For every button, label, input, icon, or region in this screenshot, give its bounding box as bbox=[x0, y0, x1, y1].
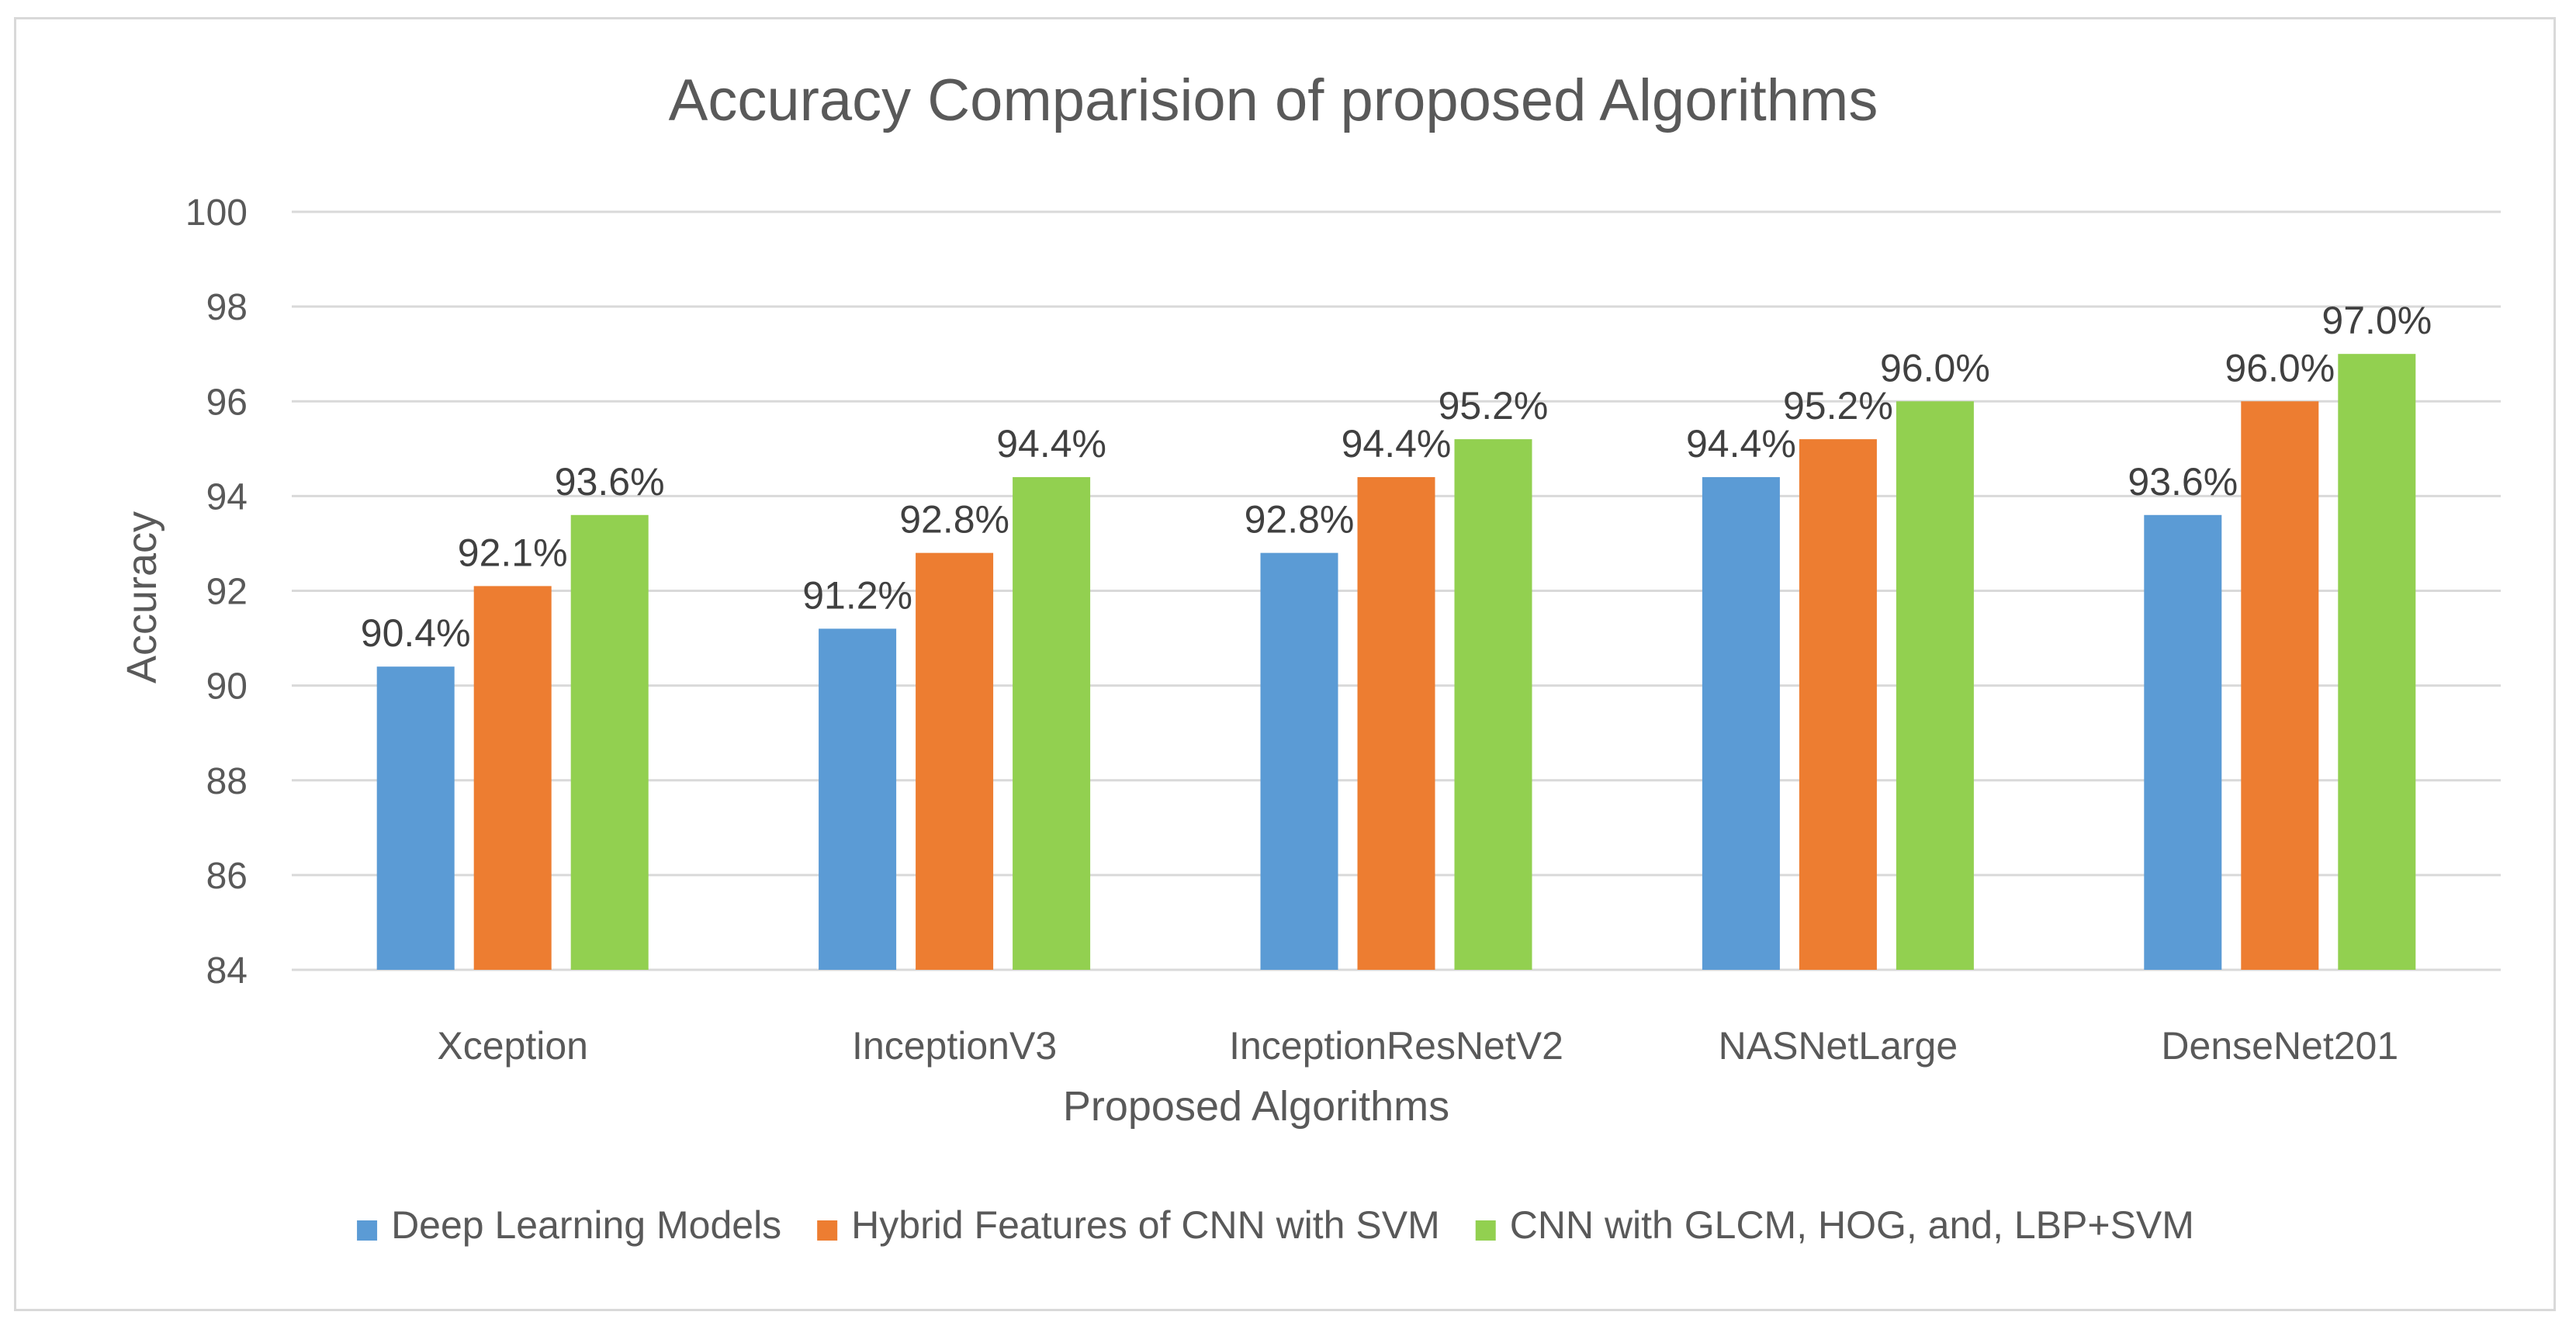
data-label: 91.2% bbox=[802, 573, 912, 617]
x-axis-categories: Xception InceptionV3 InceptionResNetV2 NASN… bbox=[437, 1024, 2398, 1068]
data-label: 96.0% bbox=[1880, 346, 1990, 389]
legend-label: Deep Learning Models bbox=[391, 1203, 781, 1247]
bar bbox=[1454, 439, 1532, 970]
bar bbox=[819, 628, 897, 970]
chart-title: Accuracy Comparision of proposed Algorit… bbox=[669, 67, 1878, 133]
y-tick-label: 94 bbox=[206, 476, 248, 517]
legend-item: Deep Learning Models bbox=[357, 1203, 781, 1247]
data-label: 94.4% bbox=[1342, 422, 1452, 466]
data-label: 97.0% bbox=[2322, 299, 2432, 342]
bar bbox=[376, 666, 455, 970]
bar bbox=[916, 552, 994, 970]
data-label: 95.2% bbox=[1439, 384, 1549, 427]
bar-chart: Accuracy Comparision of proposed Algorit… bbox=[119, 67, 2501, 1247]
x-category-label: InceptionResNetV2 bbox=[1229, 1024, 1563, 1068]
legend-item: Hybrid Features of CNN with SVM bbox=[817, 1203, 1440, 1247]
bar bbox=[1896, 401, 1974, 970]
bar bbox=[2144, 514, 2222, 970]
y-tick-label: 100 bbox=[185, 192, 248, 234]
data-label: 96.0% bbox=[2225, 346, 2335, 389]
data-label: 94.4% bbox=[996, 422, 1106, 466]
x-category-label: DenseNet201 bbox=[2161, 1024, 2398, 1068]
data-label: 92.8% bbox=[899, 498, 1009, 542]
y-axis-title: Accuracy bbox=[119, 511, 165, 684]
bar bbox=[1799, 439, 1877, 970]
data-label: 92.1% bbox=[458, 531, 568, 574]
legend-label: Hybrid Features of CNN with SVM bbox=[851, 1203, 1440, 1247]
x-category-label: Xception bbox=[437, 1024, 588, 1068]
y-tick-label: 92 bbox=[206, 572, 248, 613]
y-tick-label: 90 bbox=[206, 666, 248, 708]
x-category-label: InceptionV3 bbox=[852, 1024, 1057, 1068]
bar bbox=[1013, 476, 1091, 970]
bar bbox=[1702, 476, 1780, 970]
chart-frame: Accuracy Comparision of proposed Algorit… bbox=[14, 17, 2556, 1311]
legend-label: CNN with GLCM, HOG, and, LBP+SVM bbox=[1510, 1203, 2194, 1247]
y-tick-label: 96 bbox=[206, 382, 248, 423]
bar bbox=[570, 514, 649, 970]
data-label: 95.2% bbox=[1783, 384, 1893, 427]
y-tick-label: 84 bbox=[206, 950, 248, 992]
y-tick-label: 98 bbox=[206, 287, 248, 328]
legend-swatch bbox=[1475, 1220, 1496, 1241]
x-category-label: NASNetLarge bbox=[1719, 1024, 1958, 1068]
bar bbox=[1260, 552, 1338, 970]
y-tick-label: 86 bbox=[206, 856, 248, 897]
bars bbox=[376, 354, 2416, 970]
y-tick-label: 88 bbox=[206, 761, 248, 802]
bar bbox=[2338, 354, 2416, 970]
y-axis-ticks: 84 86 88 90 92 94 96 98 100 bbox=[185, 192, 248, 992]
bar bbox=[473, 586, 552, 970]
bar bbox=[2241, 401, 2319, 970]
x-axis-title: Proposed Algorithms bbox=[1063, 1083, 1449, 1130]
bar bbox=[1357, 476, 1435, 970]
data-label: 93.6% bbox=[555, 460, 665, 504]
legend-swatch bbox=[357, 1220, 378, 1241]
data-label: 92.8% bbox=[1245, 498, 1355, 542]
data-label: 90.4% bbox=[361, 611, 471, 655]
data-labels: 90.4% 92.1% 93.6% 91.2% 92.8% 94.4% 92.8% 94.4%… bbox=[361, 299, 2432, 655]
data-label: 93.6% bbox=[2128, 460, 2238, 504]
legend-item: CNN with GLCM, HOG, and, LBP+SVM bbox=[1475, 1203, 2194, 1247]
legend: Deep Learning Models Hybrid Features of C… bbox=[357, 1203, 2194, 1247]
data-label: 94.4% bbox=[1686, 422, 1796, 466]
legend-swatch bbox=[817, 1220, 838, 1241]
